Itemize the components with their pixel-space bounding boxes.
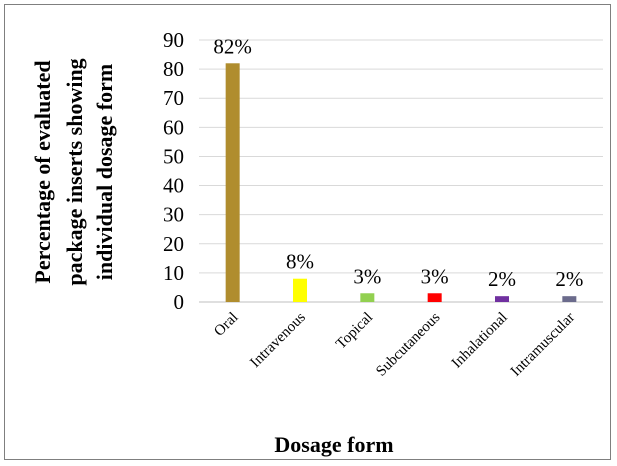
data-label: 82% xyxy=(213,34,252,58)
y-tick-label: 40 xyxy=(163,174,184,198)
category-label: Intramuscular xyxy=(508,310,578,380)
y-axis-label-line: Percentage of evaluated xyxy=(30,60,55,283)
data-labels: 82% 8% 3% 3% 2% 2% xyxy=(213,34,583,291)
bar-topical xyxy=(360,293,375,302)
y-axis-label-line: individual dosage form xyxy=(92,64,117,280)
data-label: 8% xyxy=(286,250,314,274)
data-label: 2% xyxy=(555,267,583,291)
bars xyxy=(225,63,577,303)
bar-subcutaneous xyxy=(427,293,442,302)
category-label: Topical xyxy=(333,310,376,353)
bar-intramuscular xyxy=(562,296,577,302)
y-tick-label: 30 xyxy=(163,203,184,227)
data-label: 3% xyxy=(353,264,381,288)
chart-frame xyxy=(4,4,611,460)
category-label: Inhalational xyxy=(449,310,511,372)
y-tick-label: 0 xyxy=(174,290,185,314)
y-axis-label-line: package inserts showing xyxy=(62,58,87,285)
y-tick-labels: 0 10 20 30 40 50 60 70 80 90 xyxy=(163,28,184,314)
y-tick-label: 20 xyxy=(163,232,184,256)
y-axis-label: Percentage of evaluated package inserts s… xyxy=(30,58,117,285)
category-label: Oral xyxy=(211,310,241,340)
y-tick-label: 60 xyxy=(163,115,184,139)
y-tick-label: 50 xyxy=(163,144,184,168)
data-label: 2% xyxy=(488,267,516,291)
category-label: Subcutaneous xyxy=(373,309,443,379)
bar-oral xyxy=(225,63,240,303)
category-label: Intravenous xyxy=(247,309,308,370)
y-tick-label: 10 xyxy=(163,261,184,285)
bar-inhalational xyxy=(495,296,509,302)
y-tick-label: 70 xyxy=(163,86,184,110)
gridlines xyxy=(199,39,603,303)
bar-intravenous xyxy=(293,278,307,302)
x-axis-label: Dosage form xyxy=(274,432,393,457)
y-tick-label: 80 xyxy=(163,57,184,81)
data-label: 3% xyxy=(421,264,449,288)
y-tick-label: 90 xyxy=(163,28,184,52)
